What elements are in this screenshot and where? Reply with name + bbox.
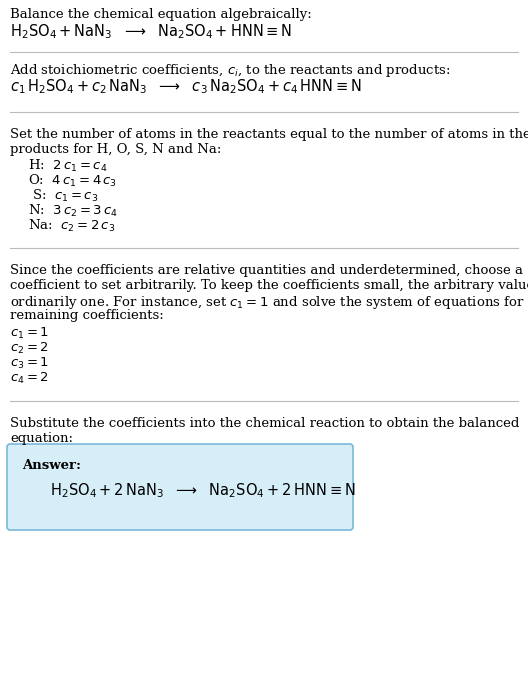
Text: products for H, O, S, N and Na:: products for H, O, S, N and Na:	[10, 143, 221, 156]
Text: Set the number of atoms in the reactants equal to the number of atoms in the: Set the number of atoms in the reactants…	[10, 128, 528, 141]
Text: Add stoichiometric coefficients, $c_i$, to the reactants and products:: Add stoichiometric coefficients, $c_i$, …	[10, 62, 450, 79]
Text: equation:: equation:	[10, 432, 73, 445]
Text: remaining coefficients:: remaining coefficients:	[10, 309, 164, 322]
Text: Since the coefficients are relative quantities and underdetermined, choose a: Since the coefficients are relative quan…	[10, 264, 523, 277]
Text: $c_1 = 1$: $c_1 = 1$	[10, 326, 49, 341]
Text: $c_2 = 2$: $c_2 = 2$	[10, 341, 49, 356]
Text: S:  $c_1 = c_3$: S: $c_1 = c_3$	[28, 188, 98, 204]
Text: Answer:: Answer:	[22, 459, 81, 472]
Text: H:  $2\,c_1 = c_4$: H: $2\,c_1 = c_4$	[28, 158, 108, 174]
Text: O:  $4\,c_1 = 4\,c_3$: O: $4\,c_1 = 4\,c_3$	[28, 173, 117, 189]
Text: coefficient to set arbitrarily. To keep the coefficients small, the arbitrary va: coefficient to set arbitrarily. To keep …	[10, 279, 528, 292]
FancyBboxPatch shape	[7, 444, 353, 530]
Text: $\mathrm{H_2SO_4 + 2\,NaN_3}$  $\longrightarrow$  $\mathrm{Na_2SO_4 + 2\,HNN{\eq: $\mathrm{H_2SO_4 + 2\,NaN_3}$ $\longrigh…	[50, 481, 356, 500]
Text: Na:  $c_2 = 2\,c_3$: Na: $c_2 = 2\,c_3$	[28, 218, 115, 234]
Text: $\mathrm{H_2SO_4 + NaN_3}$  $\longrightarrow$  $\mathrm{Na_2SO_4 + HNN{\equiv}N}: $\mathrm{H_2SO_4 + NaN_3}$ $\longrightar…	[10, 22, 293, 41]
Text: $c_3 = 1$: $c_3 = 1$	[10, 356, 49, 371]
Text: $c_1\,\mathrm{H_2SO_4} + c_2\,\mathrm{NaN_3}$  $\longrightarrow$  $c_3\,\mathrm{: $c_1\,\mathrm{H_2SO_4} + c_2\,\mathrm{Na…	[10, 77, 362, 96]
Text: $c_4 = 2$: $c_4 = 2$	[10, 371, 49, 386]
Text: ordinarily one. For instance, set $c_1 = 1$ and solve the system of equations fo: ordinarily one. For instance, set $c_1 =…	[10, 294, 528, 311]
Text: Balance the chemical equation algebraically:: Balance the chemical equation algebraica…	[10, 8, 312, 21]
Text: N:  $3\,c_2 = 3\,c_4$: N: $3\,c_2 = 3\,c_4$	[28, 203, 118, 219]
Text: Substitute the coefficients into the chemical reaction to obtain the balanced: Substitute the coefficients into the che…	[10, 417, 520, 430]
